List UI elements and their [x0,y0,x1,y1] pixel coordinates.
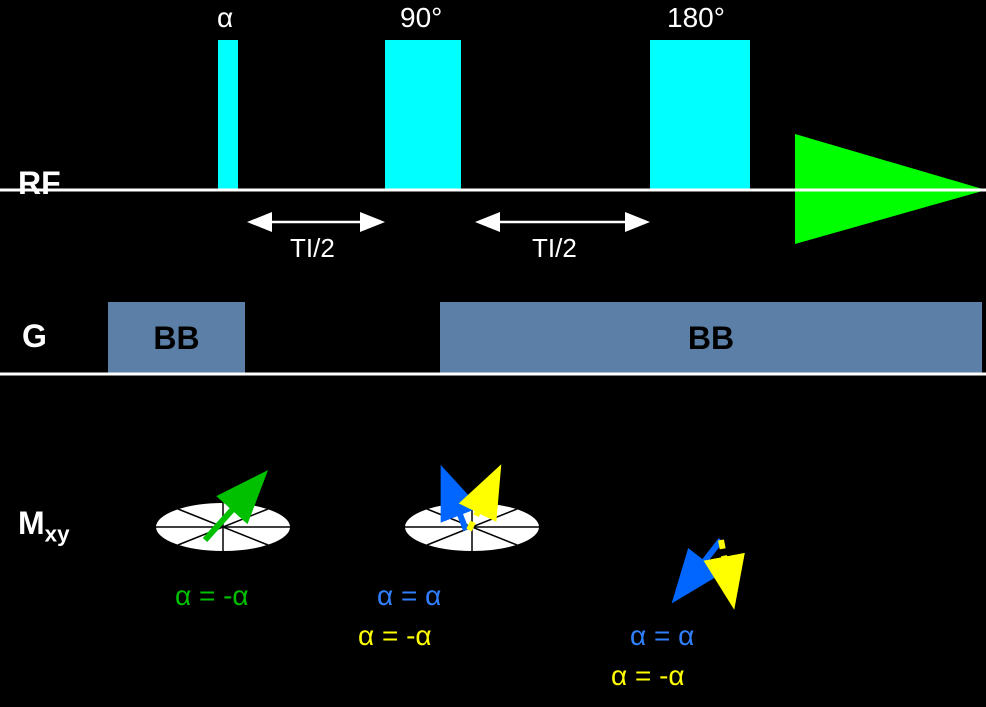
yellow-eq-left-label: α = -α [358,620,432,652]
blue-eq-label: α = α [377,580,441,612]
green-eq-label: α = -α [175,580,249,612]
blue-eq-right-label: α = α [630,620,694,652]
yellow-eq-right-label: α = -α [611,660,685,692]
vector-arrows [0,0,986,707]
